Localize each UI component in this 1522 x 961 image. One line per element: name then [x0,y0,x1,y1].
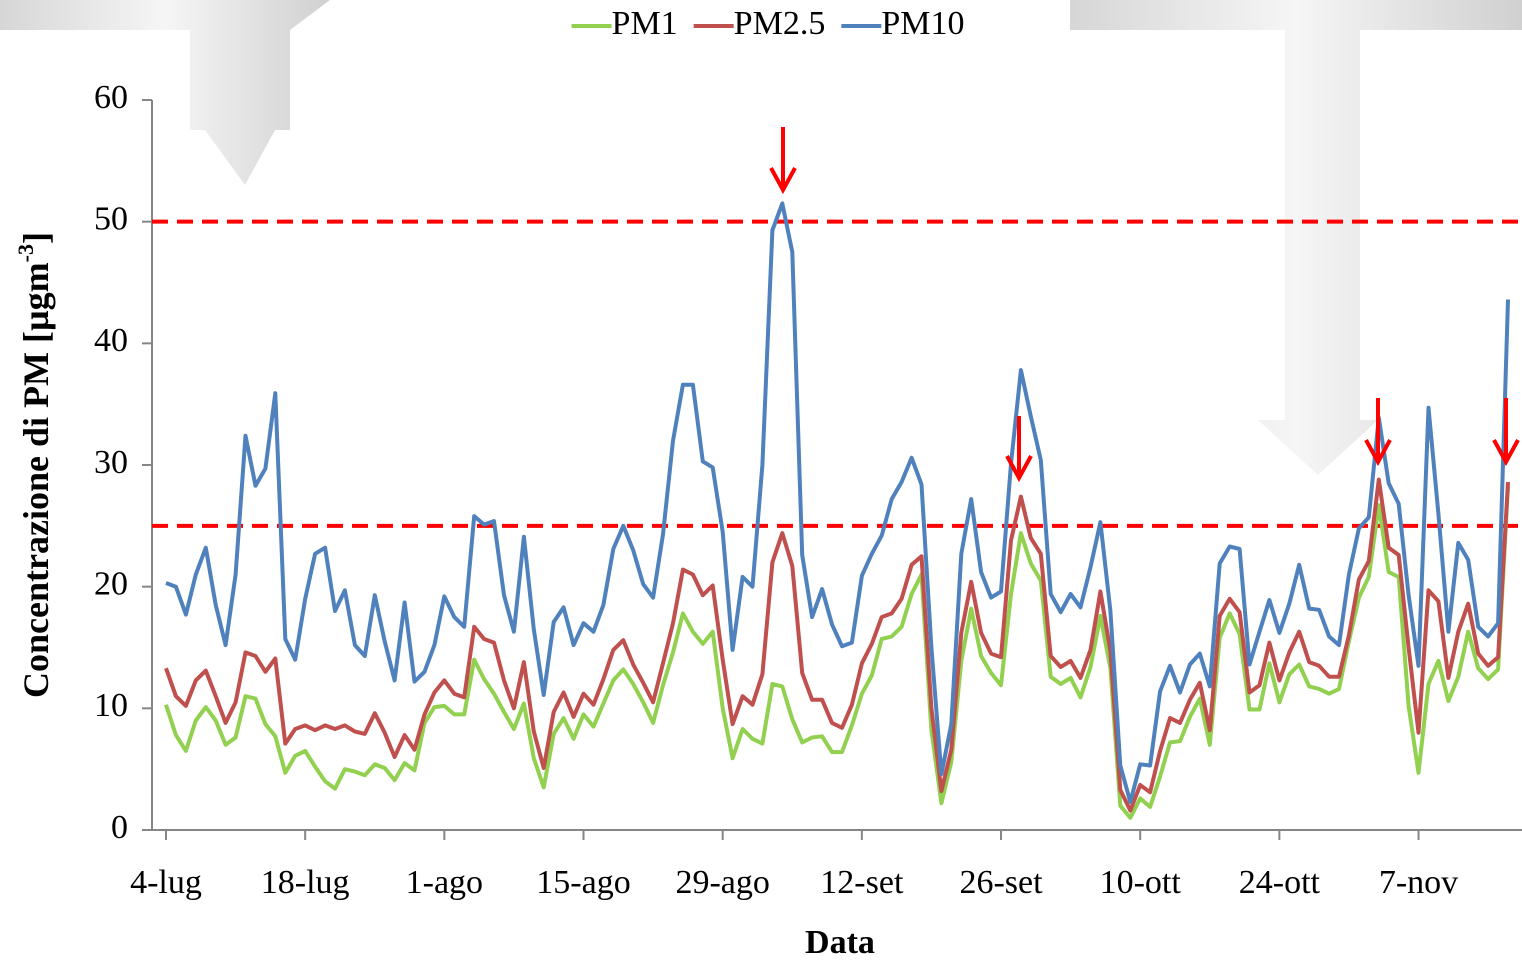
legend-label: PM10 [881,5,964,42]
legend: PM1 PM2.5 PM10 [571,5,964,42]
x-tick-label: 18-lug [261,864,350,901]
series-line [164,485,1510,820]
series-line [165,201,1510,804]
x-tick-label: 7-nov [1379,864,1458,901]
x-tick-label: 15-ago [536,864,630,901]
x-tick-label: 24-ott [1239,864,1321,901]
y-label-end: ] [16,232,56,244]
legend-label: PM2.5 [734,5,826,42]
y-tick-label: 60 [94,79,128,116]
series-line [164,477,1510,813]
x-tick-label: 1-ago [406,864,483,901]
y-tick-label: 20 [94,565,128,602]
x-tick-label: 12-set [820,864,904,901]
y-tick-label: 30 [94,444,128,481]
plot-area: 0 10 20 30 40 50 60 4-lug 18-lug 1-ago 15-ago 29-ag… [94,79,1522,901]
background-arrows [0,0,1522,475]
y-tick-label: 40 [94,322,128,359]
y-label-sup: -3 [13,244,38,262]
y-tick-label: 50 [94,200,128,237]
y-label-main: Concentrazione di PM [µgm [16,262,56,698]
y-tick-label: 10 [94,687,128,724]
x-axis-title: Data [805,924,875,961]
x-tick-label: 26-set [959,864,1043,901]
x-tick-label: 29-ago [675,864,769,901]
red-arrows [769,127,1520,483]
legend-label: PM1 [612,5,678,42]
y-tick-label: 0 [111,809,128,846]
y-axis-title: Concentrazione di PM [µgm-3] [13,232,56,698]
x-tick-label: 4-lug [130,864,202,901]
x-tick-label: 10-ott [1100,864,1182,901]
